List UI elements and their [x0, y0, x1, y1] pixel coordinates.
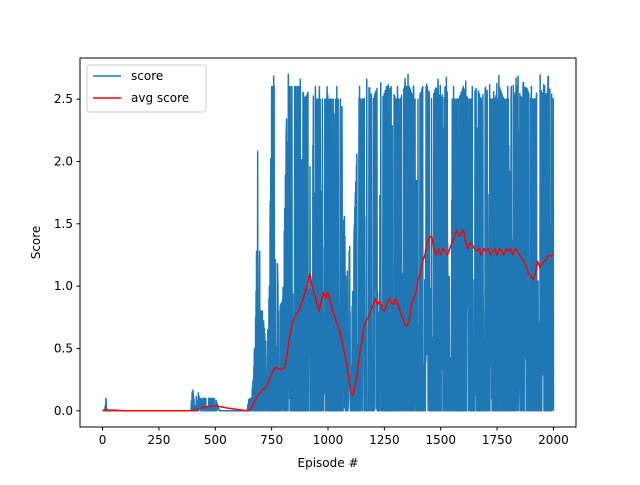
- y-tick-label: 2.0: [54, 154, 73, 168]
- axes-layer: 0 250 500 750 1000 1250 1500 1750 2000 0.0 0.5 1.0 1…: [54, 57, 577, 447]
- legend: score avg score: [86, 64, 207, 113]
- y-tick-label: 1.0: [54, 279, 73, 293]
- y-tick-label: 2.5: [54, 92, 73, 106]
- x-tick-label: 1250: [369, 433, 400, 447]
- x-tick-label: 750: [260, 433, 283, 447]
- x-tick-label: 500: [204, 433, 227, 447]
- x-tick-label: 1500: [425, 433, 456, 447]
- y-tick-label: 0.0: [54, 404, 73, 418]
- x-axis-label: Episode #: [298, 456, 359, 470]
- legend-label: score: [131, 69, 163, 83]
- x-tick-label: 250: [147, 433, 170, 447]
- series-score-line: [102, 73, 555, 412]
- x-tick-label: 2000: [538, 433, 569, 447]
- x-tick-label: 0: [99, 433, 107, 447]
- y-tick-label: 0.5: [54, 341, 73, 355]
- series-avg-score-line: [102, 229, 554, 412]
- y-axis-label: Score: [29, 226, 43, 260]
- legend-label: avg score: [131, 91, 189, 105]
- y-tick-label: 1.5: [54, 217, 73, 231]
- x-tick-label: 1750: [482, 433, 513, 447]
- x-tick-label: 1000: [313, 433, 344, 447]
- plot-layer: [102, 73, 555, 412]
